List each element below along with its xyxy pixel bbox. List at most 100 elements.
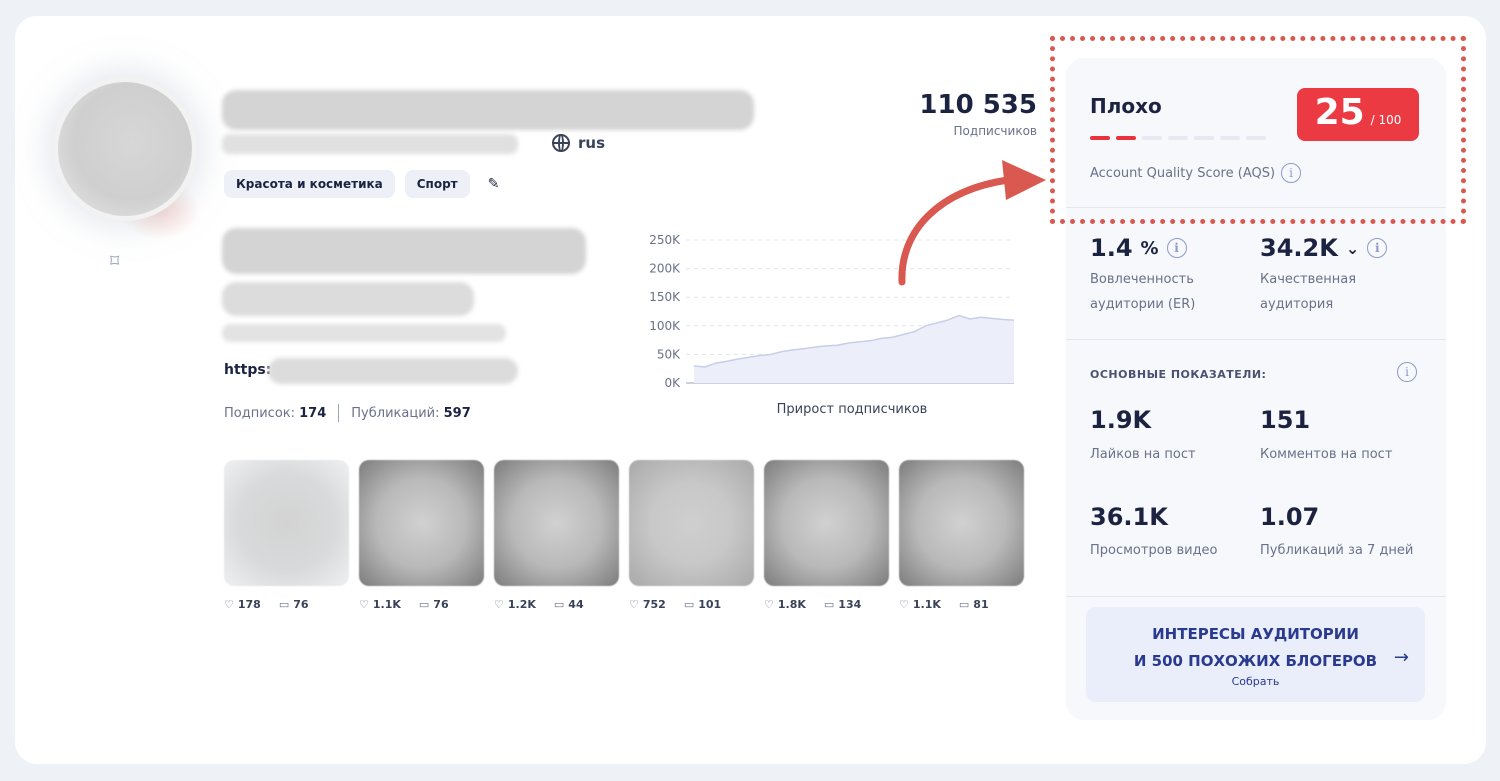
comments-count: 76 xyxy=(293,598,309,611)
profile-link-prefix[interactable]: https: xyxy=(224,362,272,378)
likes-count: 752 xyxy=(642,598,666,611)
er-label-line: аудитории (ER) xyxy=(1090,297,1196,312)
post-likes: ♡ 1.1K xyxy=(359,598,401,611)
er-label: Вовлеченность аудитории (ER) xyxy=(1090,267,1195,317)
recent-posts: ♡ 178 ▭ 76 ♡ 1.1K ▭ 76 ♡ 1.2K ▭ 44 ♡ 752 ▭ 101 ♡ 1.8K ▭ 134… xyxy=(224,460,1024,611)
chevron-down-icon[interactable]: ⌄ xyxy=(1345,238,1360,258)
profile-handle-blurred xyxy=(222,134,518,154)
quality-audience-metric: 34.2K ⌄ i xyxy=(1260,234,1388,262)
quality-value: 34.2K xyxy=(1260,234,1338,262)
post-card[interactable]: ♡ 1.2K ▭ 44 xyxy=(494,460,619,611)
er-metric: 1.4 % i xyxy=(1090,234,1187,262)
edit-tags-pencil-icon[interactable]: ✎ xyxy=(487,176,500,192)
bookmark-icon[interactable]: ⌑ xyxy=(110,251,120,272)
followers-block: 110 535 Подписчиков xyxy=(919,90,1037,138)
chart-y-tick-label: 200K xyxy=(649,262,681,276)
post-likes: ♡ 1.8K xyxy=(764,598,806,611)
quality-label: Качественная аудитория xyxy=(1260,267,1356,317)
posts-value: 597 xyxy=(443,405,471,421)
followers-label: Подписчиков xyxy=(953,124,1037,138)
chart-y-tick-label: 0K xyxy=(664,376,681,390)
post-card[interactable]: ♡ 1.8K ▭ 134 xyxy=(764,460,889,611)
aqs-label-row: Account Quality Score (AQS) i xyxy=(1090,163,1302,183)
heart-icon: ♡ xyxy=(224,598,234,611)
chart-area xyxy=(694,315,1014,383)
post-stats: ♡ 1.1K ▭ 76 xyxy=(359,598,484,611)
post-thumbnail[interactable] xyxy=(494,460,619,586)
likes-count: 1.1K xyxy=(912,598,941,611)
info-icon[interactable]: i xyxy=(1397,362,1417,382)
info-icon[interactable]: i xyxy=(1166,238,1187,258)
comment-icon: ▭ xyxy=(418,598,430,611)
aqs-level-bar xyxy=(1220,136,1240,140)
following-label: Подписок: xyxy=(224,405,295,421)
chart-y-tick-label: 250K xyxy=(649,233,681,247)
post-stats: ♡ 1.8K ▭ 134 xyxy=(764,598,889,611)
aqs-max: / 100 xyxy=(1370,113,1402,127)
avatar[interactable] xyxy=(58,82,192,216)
post-thumbnail[interactable] xyxy=(899,460,1024,586)
audience-interests-button[interactable]: ИНТЕРЕСЫ АУДИТОРИИ И 500 ПОХОЖИХ БЛОГЕРО… xyxy=(1086,607,1425,702)
category-tags: Красота и косметика Спорт ✎ xyxy=(224,170,499,198)
post-comments: ▭ 76 xyxy=(419,598,449,611)
views-value: 36.1K xyxy=(1090,503,1168,531)
divider xyxy=(338,404,340,422)
post-card[interactable]: ♡ 1.1K ▭ 76 xyxy=(359,460,484,611)
aqs-highlight-frame xyxy=(1050,36,1466,224)
bio-line-blurred xyxy=(222,282,474,316)
chart-title: Прирост подписчиков xyxy=(776,402,928,417)
comments-label: Комментов на пост xyxy=(1260,447,1393,462)
chart-y-tick-label: 150K xyxy=(649,290,681,304)
likes-count: 178 xyxy=(237,598,261,611)
aqs-level-bar xyxy=(1142,136,1162,140)
post-thumbnail[interactable] xyxy=(764,460,889,586)
comments-count: 76 xyxy=(433,598,449,611)
post-thumbnail[interactable] xyxy=(359,460,484,586)
comments-count: 44 xyxy=(568,598,584,611)
profile-link-blurred[interactable] xyxy=(268,358,518,384)
post-comments: ▭ 101 xyxy=(684,598,721,611)
following-value: 174 xyxy=(299,405,327,421)
aqs-label: Account Quality Score (AQS) xyxy=(1090,165,1276,181)
arrow-right-icon: → xyxy=(1393,647,1409,668)
likes-label: Лайков на пост xyxy=(1090,447,1196,462)
post-thumbnail[interactable] xyxy=(629,460,754,586)
comments-count: 134 xyxy=(838,598,862,611)
comment-icon: ▭ xyxy=(823,598,835,611)
heart-icon: ♡ xyxy=(494,598,504,611)
info-icon[interactable]: i xyxy=(1281,163,1302,183)
language-indicator: rus xyxy=(552,134,605,152)
comment-icon: ▭ xyxy=(278,598,290,611)
er-value: 1.4 xyxy=(1090,234,1133,262)
post-stats: ♡ 178 ▭ 76 xyxy=(224,598,349,611)
tag-sport[interactable]: Спорт xyxy=(404,170,470,198)
aqs-level-bar xyxy=(1090,136,1110,140)
post-likes: ♡ 1.1K xyxy=(899,598,941,611)
post-thumbnail[interactable] xyxy=(224,460,349,586)
comment-icon: ▭ xyxy=(683,598,695,611)
following-count: Подписок: 174 xyxy=(224,406,326,421)
comments-count: 81 xyxy=(973,598,989,611)
views-label: Просмотров видео xyxy=(1090,543,1218,558)
post-likes: ♡ 752 xyxy=(629,598,666,611)
followers-growth-chart[interactable]: 250K 200K 150K 100K 50K 0K xyxy=(620,226,1020,394)
tag-beauty[interactable]: Красота и косметика xyxy=(224,170,395,198)
aqs-score-badge: 25 / 100 xyxy=(1297,88,1419,141)
aqs-level-bar xyxy=(1116,136,1136,140)
info-icon[interactable]: i xyxy=(1367,238,1388,258)
language-label: rus xyxy=(578,134,606,152)
post-comments: ▭ 81 xyxy=(959,598,989,611)
post-card[interactable]: ♡ 1.1K ▭ 81 xyxy=(899,460,1024,611)
post-card[interactable]: ♡ 178 ▭ 76 xyxy=(224,460,349,611)
post-card[interactable]: ♡ 752 ▭ 101 xyxy=(629,460,754,611)
aqs-level-bar xyxy=(1246,136,1266,140)
er-unit: % xyxy=(1140,237,1159,259)
pointer-arrow-icon xyxy=(898,160,1046,286)
post-stats: ♡ 752 ▭ 101 xyxy=(629,598,754,611)
quality-label-line: аудитория xyxy=(1260,297,1334,312)
bio-line-blurred xyxy=(222,324,506,342)
cta-line: ИНТЕРЕСЫ АУДИТОРИИ xyxy=(1152,625,1359,643)
post-stats: ♡ 1.2K ▭ 44 xyxy=(494,598,619,611)
aqs-rating: Плохо xyxy=(1090,94,1162,118)
profile-name-blurred xyxy=(222,90,754,130)
